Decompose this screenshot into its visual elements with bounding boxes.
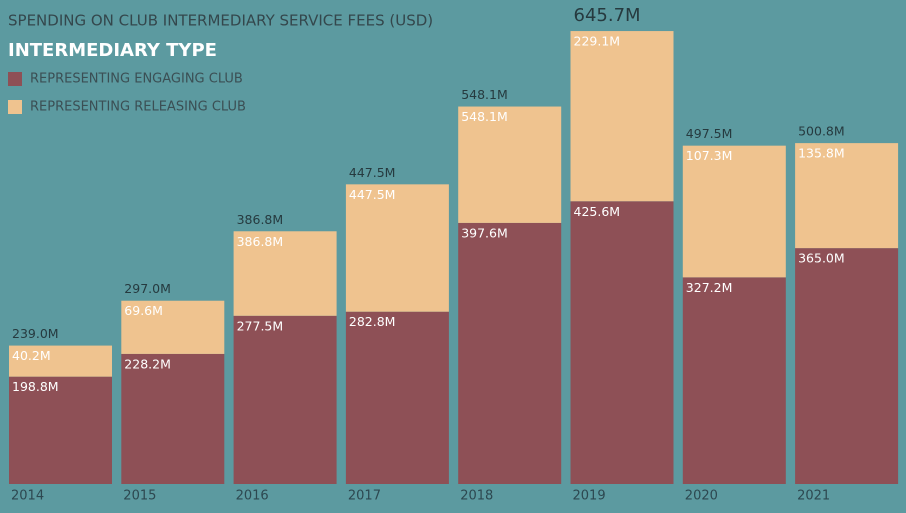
data-label: 135.8M bbox=[798, 146, 845, 161]
data-label: 40.2M bbox=[12, 348, 51, 363]
data-label: 282.8M bbox=[349, 314, 396, 329]
data-label: 107.3M bbox=[686, 148, 733, 163]
x-tick-label: 2017 bbox=[348, 489, 381, 504]
data-label: 277.5M bbox=[237, 318, 284, 333]
data-label: 229.1M bbox=[574, 34, 621, 49]
bar-segment bbox=[458, 106, 562, 223]
data-label: 365.0M bbox=[798, 251, 845, 266]
chart-title: SPENDING ON CLUB INTERMEDIARY SERVICE FE… bbox=[8, 12, 433, 30]
legend-swatch bbox=[8, 72, 22, 86]
bar-segment bbox=[795, 143, 899, 249]
legend-title: INTERMEDIARY TYPE bbox=[8, 40, 217, 61]
data-label: 548.1M bbox=[461, 109, 508, 124]
bar-segment bbox=[121, 300, 225, 354]
bar-segment bbox=[682, 277, 786, 484]
bar-segment bbox=[682, 145, 786, 278]
bar-segment bbox=[233, 231, 337, 316]
data-label: 228.2M bbox=[124, 356, 171, 371]
total-label: 497.5M bbox=[686, 126, 733, 141]
total-label: 447.5M bbox=[349, 165, 396, 180]
bar-segment bbox=[570, 201, 674, 484]
legend-swatch bbox=[8, 100, 22, 114]
total-label: 386.8M bbox=[237, 212, 284, 227]
total-label: 548.1M bbox=[461, 87, 508, 102]
total-label: 239.0M bbox=[12, 326, 59, 341]
bar-segment bbox=[345, 311, 449, 484]
data-label: 386.8M bbox=[237, 234, 284, 249]
bar-segment bbox=[233, 315, 337, 484]
bar-segment bbox=[458, 222, 562, 484]
data-label: 198.8M bbox=[12, 379, 59, 394]
data-label: 69.6M bbox=[124, 303, 163, 318]
total-label: 297.0M bbox=[124, 281, 171, 296]
bar-segment bbox=[570, 31, 674, 202]
x-tick-label: 2020 bbox=[685, 489, 718, 504]
total-label: 500.8M bbox=[798, 124, 845, 139]
legend-label: REPRESENTING ENGAGING CLUB bbox=[30, 72, 243, 87]
data-label: 327.2M bbox=[686, 280, 733, 295]
x-tick-label: 2015 bbox=[123, 489, 156, 504]
bar-segment bbox=[121, 353, 225, 484]
data-label: 397.6M bbox=[461, 225, 508, 240]
legend-label: REPRESENTING RELEASING CLUB bbox=[30, 100, 246, 115]
bar-segment bbox=[795, 248, 899, 484]
bar-segment bbox=[345, 184, 449, 312]
data-label: 447.5M bbox=[349, 187, 396, 202]
x-tick-label: 2019 bbox=[573, 489, 606, 504]
x-tick-label: 2018 bbox=[460, 489, 493, 504]
bar-segment bbox=[9, 376, 112, 484]
data-label: 425.6M bbox=[574, 204, 621, 219]
x-tick-label: 2021 bbox=[797, 489, 830, 504]
x-tick-label: 2014 bbox=[11, 489, 44, 504]
total-label: 645.7M bbox=[574, 5, 641, 26]
x-tick-label: 2016 bbox=[236, 489, 269, 504]
bar-segment bbox=[9, 345, 112, 377]
